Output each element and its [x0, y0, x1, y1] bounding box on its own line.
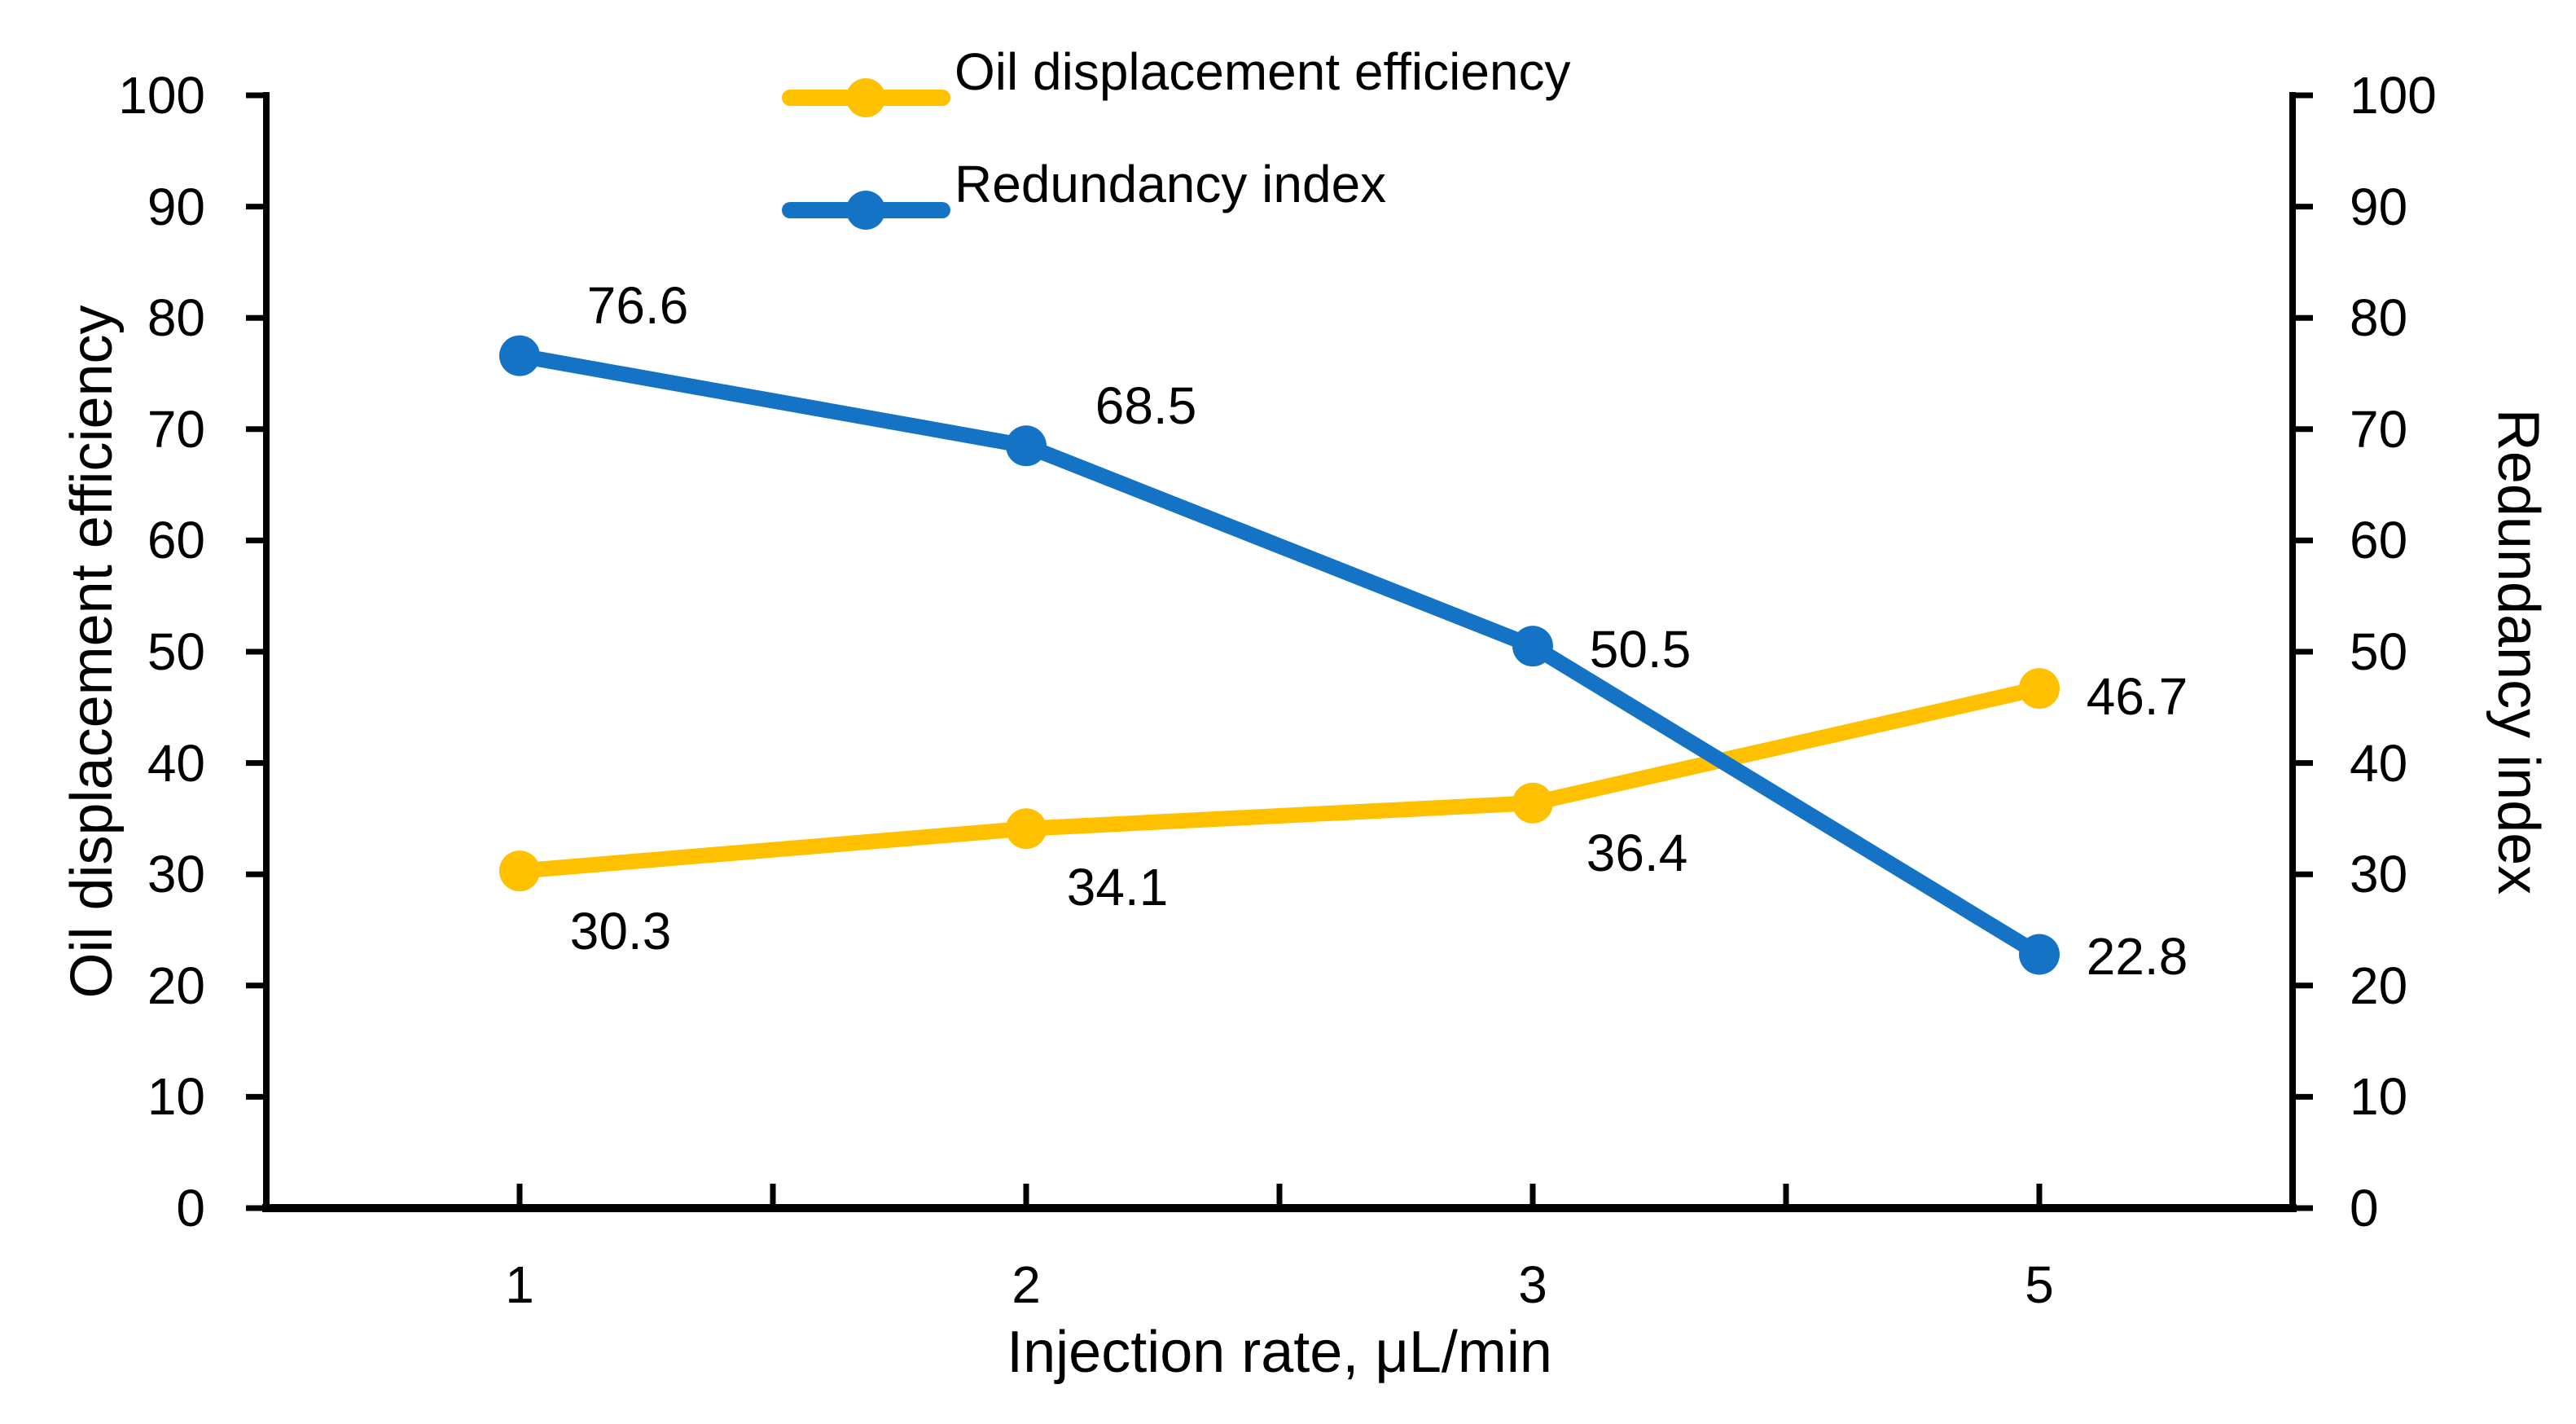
series-line-oil: [511, 680, 2047, 879]
y-left-tick-label: 40: [147, 733, 205, 793]
y-right-tick-label: 100: [2350, 66, 2437, 125]
y-right-tick-label: 0: [2350, 1179, 2379, 1237]
data-point-marker: [2019, 934, 2060, 975]
y-left-tick-label: 30: [147, 845, 205, 904]
y-left-tick-label: 70: [147, 399, 205, 459]
data-label: 68.5: [1095, 376, 1197, 436]
data-label: 46.7: [2086, 667, 2188, 727]
x-category-label: 5: [2025, 1255, 2054, 1314]
y-right-tick-label: 10: [2350, 1067, 2408, 1127]
y-left-tick-label: 100: [118, 66, 205, 125]
y-left-tick-label: 0: [176, 1179, 205, 1237]
y-left-tick-label: 90: [147, 177, 205, 236]
x-axis-title: Injection rate, μL/min: [1007, 1320, 1552, 1385]
data-label: 22.8: [2086, 926, 2188, 986]
data-label: 34.1: [1066, 858, 1169, 917]
x-category-label: 2: [1012, 1255, 1041, 1314]
y-left-tick-label: 50: [147, 622, 205, 681]
data-label: 30.3: [569, 902, 672, 961]
y-right-axis-title: Redundancy index: [2486, 408, 2551, 895]
y-left-tick-label: 10: [147, 1067, 205, 1127]
y-left-tick-label: 80: [147, 288, 205, 348]
data-point-marker: [499, 335, 540, 376]
y-right-tick-label: 60: [2350, 511, 2408, 570]
y-right-tick-label: 50: [2350, 622, 2408, 681]
data-label: 76.6: [586, 275, 689, 335]
y-right-tick-label: 30: [2350, 845, 2408, 904]
legend-entry-label: Redundancy index: [954, 155, 1387, 213]
legend-entry-label: Oil displacement efficiency: [954, 42, 1571, 101]
series-line-redundancy: [511, 348, 2047, 963]
y-right-tick-label: 40: [2350, 733, 2408, 793]
legend-marker-icon: [846, 191, 885, 230]
y-right-tick-label: 70: [2350, 399, 2408, 459]
data-point-marker: [1512, 782, 1553, 824]
data-point-marker: [2019, 668, 2060, 710]
y-left-tick-label: 60: [147, 511, 205, 570]
data-point-marker: [1006, 425, 1047, 467]
legend-marker-icon: [846, 78, 885, 117]
y-right-tick-label: 90: [2350, 177, 2408, 236]
data-label: 50.5: [1589, 620, 1692, 679]
x-category-label: 3: [1518, 1255, 1547, 1314]
y-left-axis-title: Oil displacement efficiency: [59, 305, 125, 999]
data-point-marker: [1512, 626, 1553, 667]
data-point-marker: [1006, 808, 1047, 850]
y-right-tick-label: 80: [2350, 288, 2408, 348]
x-category-label: 1: [505, 1255, 534, 1314]
y-left-tick-label: 20: [147, 956, 205, 1015]
data-label: 36.4: [1586, 823, 1688, 882]
data-point-marker: [499, 850, 540, 892]
y-right-tick-label: 20: [2350, 956, 2408, 1015]
